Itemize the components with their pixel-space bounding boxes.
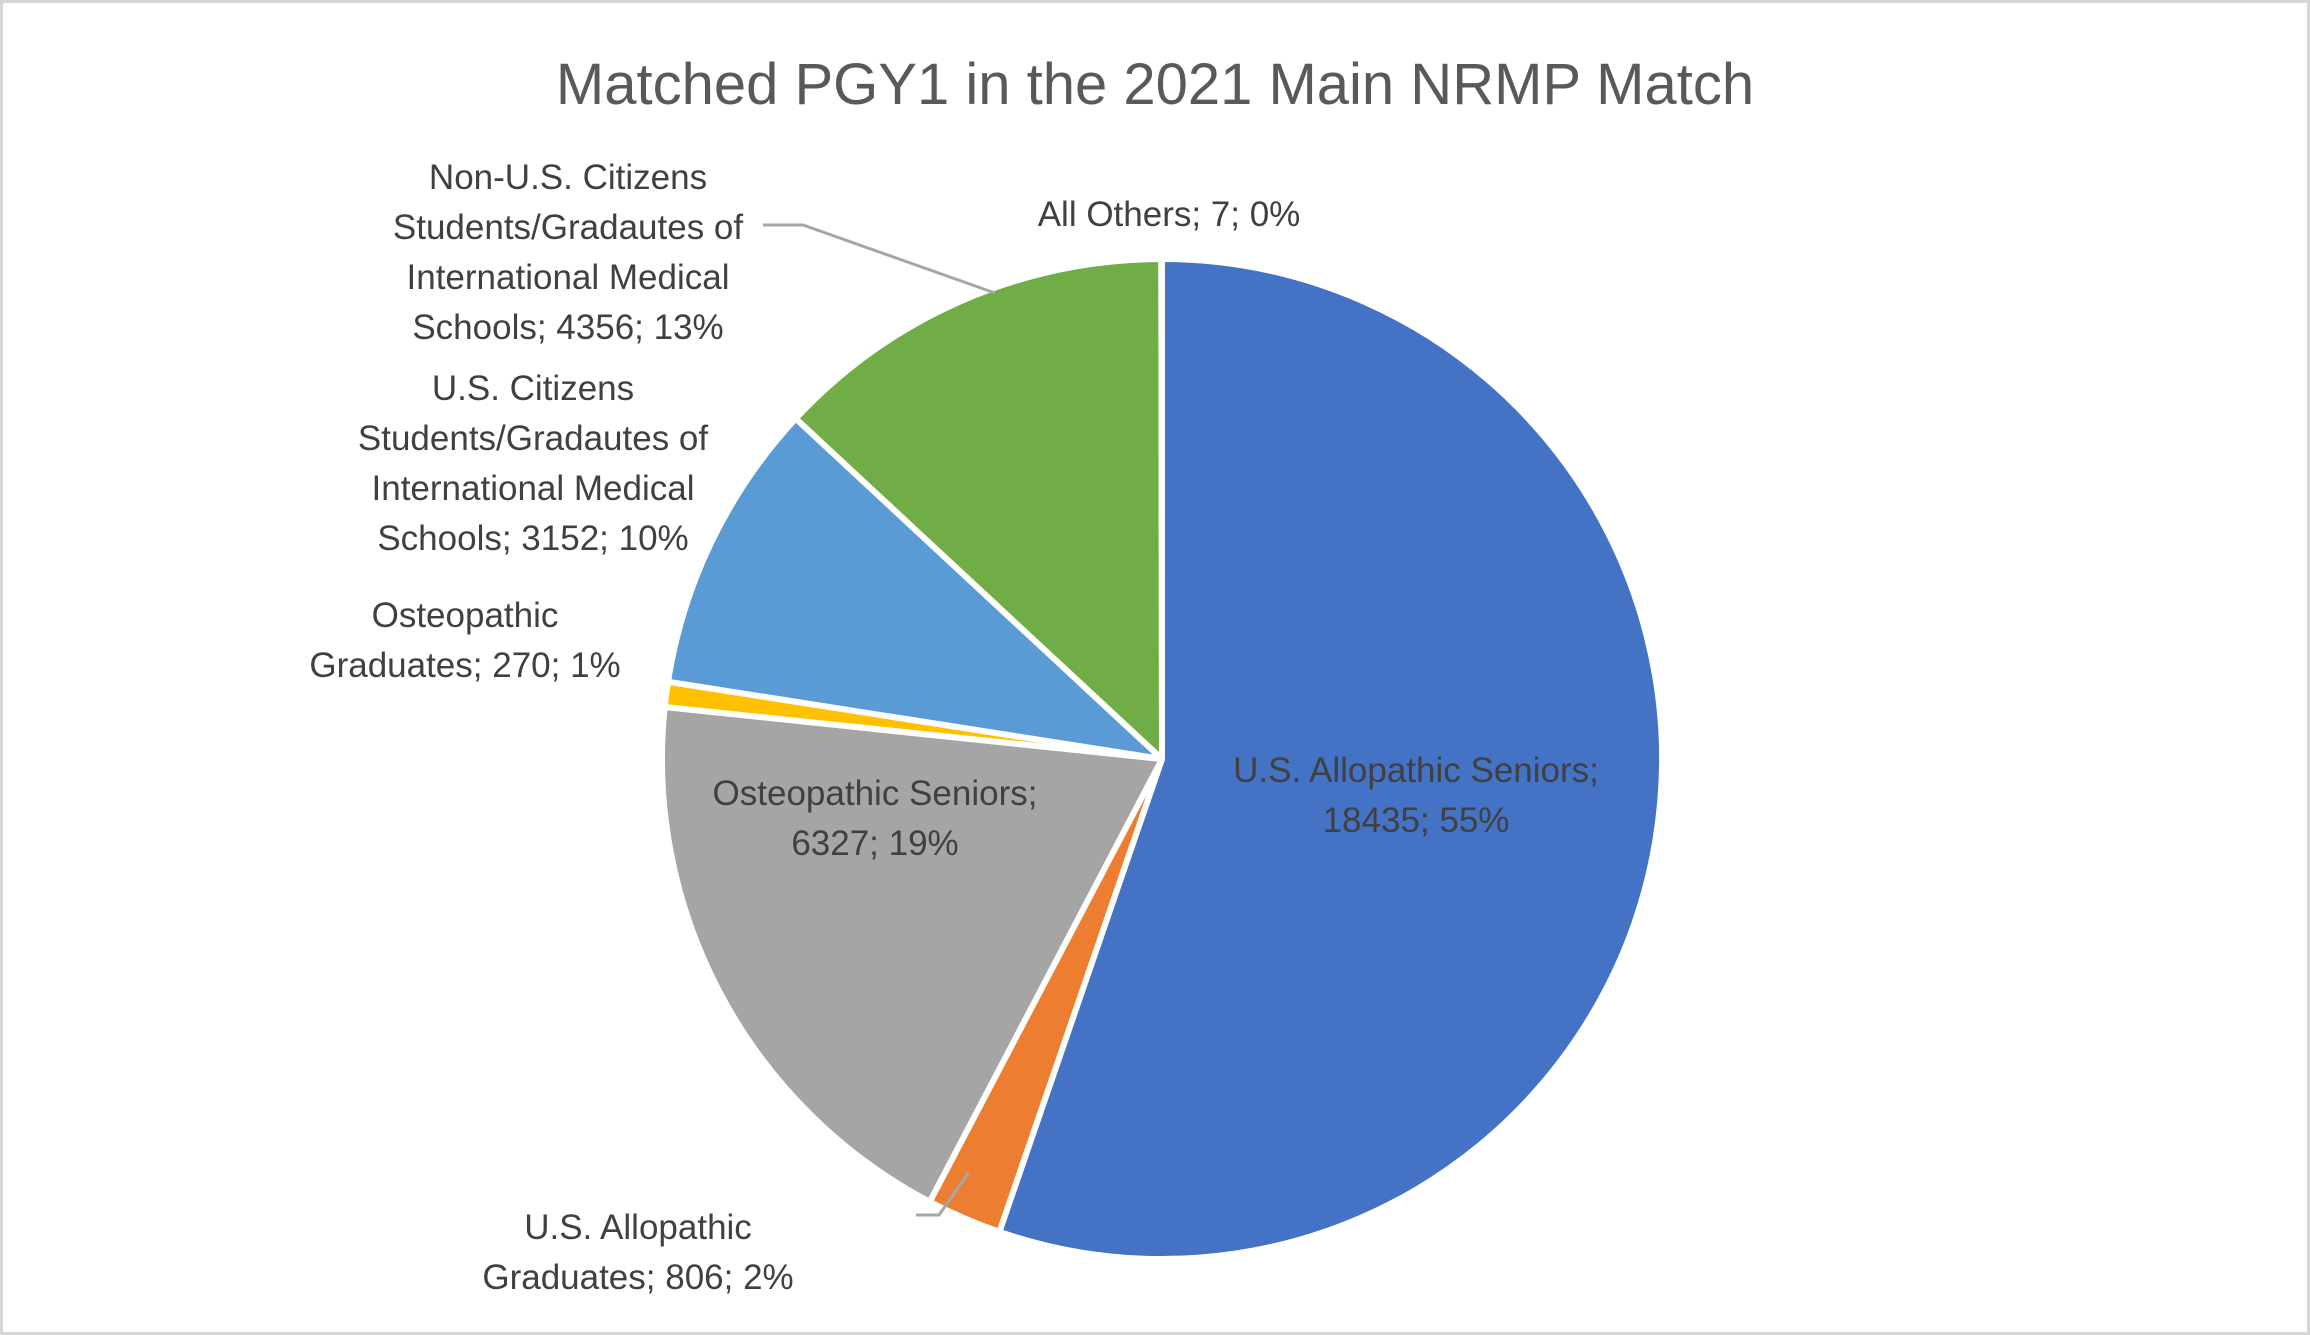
pie-slice-all-others <box>1158 255 1165 762</box>
pie-label-us-citizens-img: U.S. Citizens Students/Gradautes of Intern… <box>358 364 708 564</box>
pie-label-all-others: All Others; 7; 0% <box>1038 190 1301 240</box>
leader-line-non-us-citizens-img <box>763 223 996 295</box>
pie-label-line: All Others; 7; 0% <box>1037 195 1301 234</box>
leader-line-us-allopathic-graduates <box>916 1171 971 1217</box>
pie-slice-osteopathic-seniors <box>659 703 1165 1205</box>
pie-label-us-allopathic-graduates: U.S. Allopathic Graduates; 806; 2% <box>482 1203 793 1303</box>
pie-label-non-us-citizens-img: Non-U.S. Citizens Students/Gradautes of In… <box>393 153 743 353</box>
pie-label-line: U.S. Allopathic Seniors; <box>1233 751 1599 790</box>
pie-label-line: Graduates; 270; 1% <box>309 646 621 685</box>
pie-label-osteopathic-seniors: Osteopathic Seniors; 6327; 19% <box>713 769 1038 869</box>
pie-label-line: U.S. Allopathic <box>524 1208 752 1247</box>
pie-label-line: Schools; 3152; 10% <box>377 519 689 558</box>
pie-label-line: 6327; 19% <box>791 824 959 863</box>
pie-label-line: Osteopathic <box>371 596 559 635</box>
pie-slice-us-allopathic-seniors <box>996 256 1665 1262</box>
pie-label-us-allopathic-seniors: U.S. Allopathic Seniors; 18435; 55% <box>1233 746 1599 846</box>
pie-label-line: Schools; 4356; 13% <box>412 308 724 347</box>
pie-label-line: 18435; 55% <box>1322 801 1510 840</box>
pie-slice-non-us-citizens-img <box>792 256 1165 762</box>
pie-label-line: International Medical <box>406 258 730 297</box>
pie-label-line: Graduates; 806; 2% <box>482 1258 794 1297</box>
pie-label-line: U.S. Citizens <box>431 369 635 408</box>
chart-title: Matched PGY1 in the 2021 Main NRMP Match <box>555 52 1755 117</box>
pie-label-osteopathic-graduates: Osteopathic Graduates; 270; 1% <box>309 591 620 691</box>
pie-label-line: Non-U.S. Citizens <box>428 158 708 197</box>
pie-chart <box>659 223 1665 1262</box>
pie-label-line: Osteopathic Seniors; <box>712 774 1038 813</box>
pie-label-line: International Medical <box>371 469 695 508</box>
pie-label-line: Students/Gradautes of <box>357 419 709 458</box>
pie-label-line: Students/Gradautes of <box>392 208 744 247</box>
pie-slice-us-citizens-img <box>665 415 1165 762</box>
